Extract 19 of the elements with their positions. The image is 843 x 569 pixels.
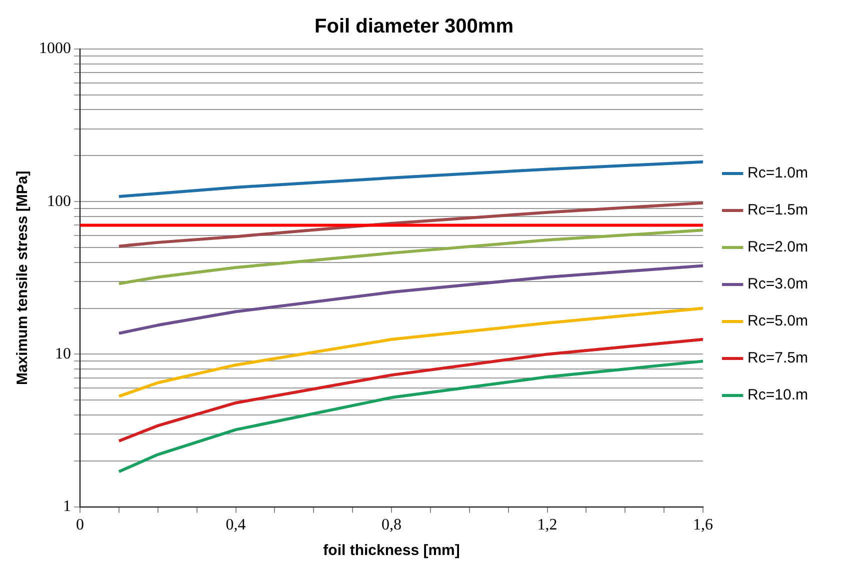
x-tick-label: 0,8 [382, 516, 402, 534]
x-axis-title: foil thickness [mm] [323, 542, 460, 560]
y-tick-label: 1 [63, 498, 71, 516]
legend-label: Rc=7.5m [748, 350, 808, 367]
legend-label: Rc=1.5m [748, 202, 808, 219]
y-tick-label: 10 [55, 345, 71, 362]
legend-label: Rc=5.0m [748, 312, 808, 330]
x-tick-label: 0,4 [226, 516, 246, 534]
x-tick-label: 1,6 [693, 516, 714, 534]
legend-label: Rc=10.m [748, 386, 808, 404]
x-tick-label: 0 [76, 516, 84, 534]
legend-label: Rc=1.0m [748, 164, 808, 182]
chart-title: Foil diameter 300mm [314, 16, 514, 38]
y-tick-label: 100 [47, 192, 71, 210]
y-tick-label: 1000 [39, 40, 71, 58]
x-tick-label: 1,2 [537, 516, 558, 534]
legend-label: Rc=2.0m [748, 238, 808, 256]
y-axis-title: Maximum tensile stress [MPa] [14, 170, 32, 386]
legend-label: Rc=3.0m [748, 276, 808, 293]
